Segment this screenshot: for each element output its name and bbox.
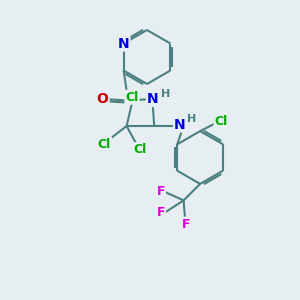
Text: O: O (97, 92, 109, 106)
Text: N: N (147, 92, 158, 106)
Text: Cl: Cl (98, 137, 111, 151)
Text: F: F (182, 218, 191, 231)
Text: F: F (157, 185, 165, 198)
Text: H: H (187, 114, 196, 124)
Text: Cl: Cl (214, 115, 228, 128)
Text: Cl: Cl (125, 91, 139, 104)
Text: H: H (161, 88, 170, 99)
Text: N: N (118, 37, 129, 50)
Text: Cl: Cl (134, 143, 147, 156)
Text: F: F (157, 206, 165, 220)
Text: N: N (174, 118, 185, 131)
